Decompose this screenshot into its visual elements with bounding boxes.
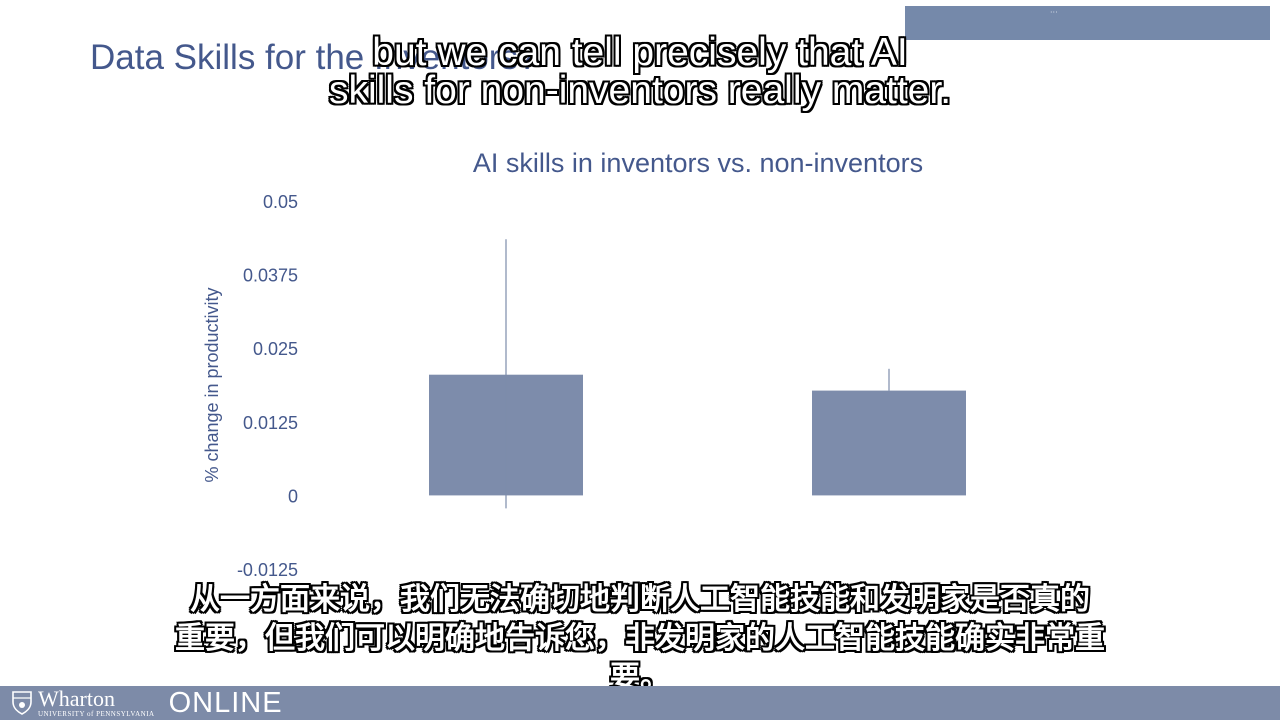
error-bars-group <box>505 239 890 509</box>
top-banner: ··· <box>905 6 1270 40</box>
banner-dots: ··· <box>1050 8 1058 17</box>
logo-online-label: ONLINE <box>168 686 283 719</box>
logo-wordmark: Wharton UNIVERSITY of PENNSYLVANIA <box>38 688 155 718</box>
subtitle-chinese-line-2: 重要，但我们可以明确地告诉您，非发明家的人工智能技能确实非常重 <box>175 621 1105 656</box>
subtitle-english-line-1: but we can tell precisely that AI <box>372 31 908 74</box>
footer-bar <box>0 686 1280 720</box>
y-tick-label: 0 <box>288 486 298 506</box>
logo-university: UNIVERSITY of PENNSYLVANIA <box>38 710 155 718</box>
bars-group <box>429 374 966 496</box>
y-tick-label: -0.0125 <box>237 560 298 580</box>
y-axis-ticks: -0.0125 0 0.0125 0.025 0.0375 0.05 <box>237 192 298 580</box>
y-tick-label: 0.025 <box>253 339 298 359</box>
wharton-online-logo: Wharton UNIVERSITY of PENNSYLVANIA ONLIN… <box>12 686 283 720</box>
y-axis-label: % change in productivity <box>202 287 222 482</box>
y-tick-label: 0.05 <box>263 192 298 212</box>
logo-brand-name: Wharton <box>38 686 115 711</box>
subtitle-chinese-line-1: 从一方面来说，我们无法确切地判断人工智能技能和发明家是否真的 <box>190 582 1090 617</box>
subtitle-english-line-2: skills for non-inventors really matter. <box>328 69 952 112</box>
shield-icon <box>12 691 32 715</box>
y-tick-label: 0.0375 <box>243 266 298 286</box>
slide-title: Data Skills for the Inventors? <box>90 38 538 77</box>
chart-title: AI skills in inventors vs. non-inventors <box>473 148 923 178</box>
y-tick-label: 0.0125 <box>243 413 298 433</box>
bar <box>812 390 966 496</box>
